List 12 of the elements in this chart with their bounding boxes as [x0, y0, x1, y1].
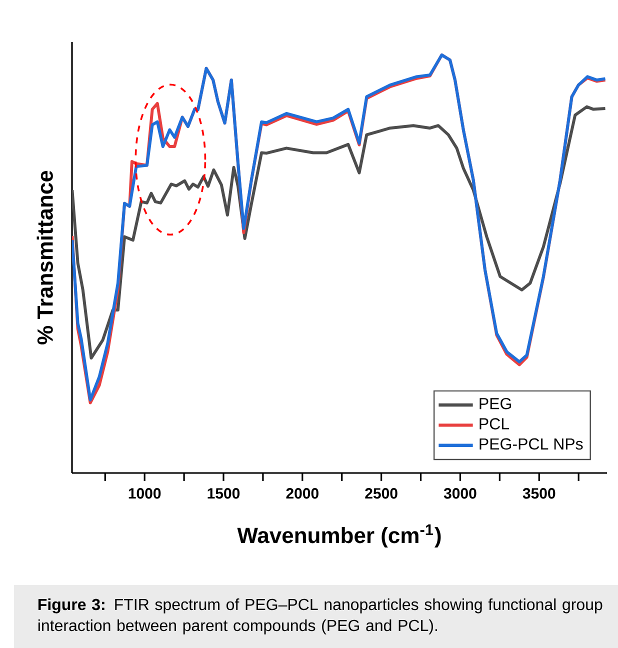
x-tick-label: 3000	[444, 488, 476, 499]
x-tick-label: 3500	[522, 488, 556, 499]
x-axis-title: Wavenumber (cm$^{-1}$)	[237, 524, 441, 548]
x-tick-label: 1500	[208, 488, 240, 499]
legend-label: PEG	[480, 398, 512, 410]
x-tick-label: 1000	[128, 488, 161, 499]
y-axis-title: % Transmittance	[36, 170, 53, 344]
x-tick-label: 2500	[365, 488, 398, 499]
text: Figure 3: FTIR spectrum of PEG–PCL nanoparticles showing functional group interaction between parent compounds (PEG and PCL).	[38, 598, 602, 634]
x-tick-label: 2000	[286, 488, 318, 499]
legend-label: PCL	[480, 418, 510, 430]
legend-label: PEG-PCL NPs	[480, 438, 583, 450]
